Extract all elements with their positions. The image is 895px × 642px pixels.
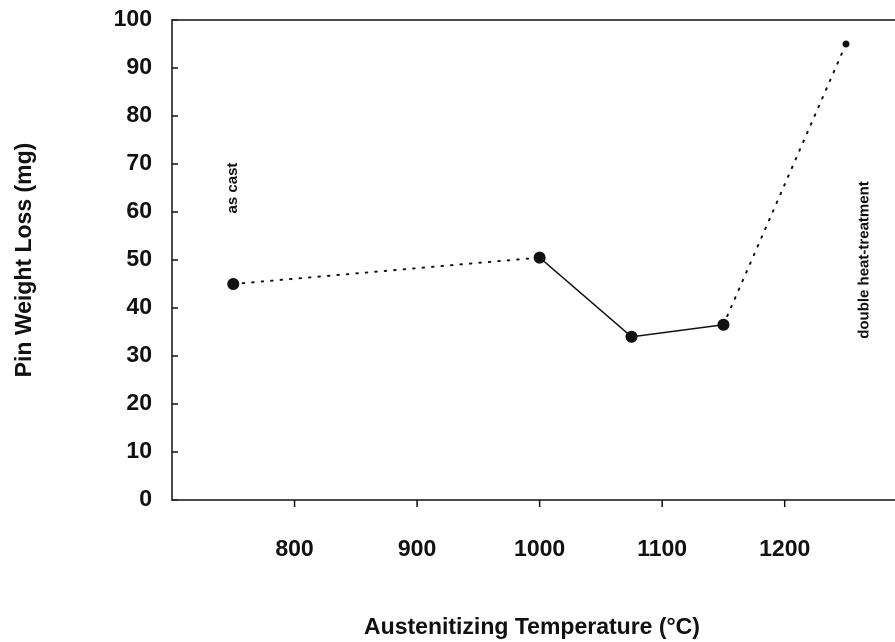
y-axis-label: Pin Weight Loss (mg) [10,143,36,378]
y-tick-label: 60 [126,197,152,223]
y-tick-label: 40 [126,293,152,319]
axis-frame [171,19,895,501]
y-tick-label: 90 [126,53,152,79]
x-tick-label: 1000 [514,535,565,561]
line-segment [722,43,847,326]
data-point [842,40,850,48]
line-segment [538,256,633,338]
y-tick-label: 10 [126,437,152,463]
data-point [533,251,546,264]
x-tick-label: 1100 [637,535,687,561]
y-tick-label: 100 [114,5,152,31]
y-tick-label: 80 [126,101,152,127]
x-tick-label: 800 [275,535,313,561]
y-tick-label: 20 [126,389,152,415]
y-tick-label: 50 [126,245,152,271]
y-tick-label: 0 [139,485,152,511]
line-segment [232,256,541,285]
data-point [625,330,638,343]
annotation: as cast [224,163,241,214]
x-tick-label: 900 [398,535,436,561]
x-tick-label: 1200 [759,535,810,561]
x-axis-label: Austenitizing Temperature (°C) [364,613,700,639]
line-segment [630,324,725,338]
y-tick-label: 70 [126,149,152,175]
data-point [717,318,730,331]
data-point [227,278,240,290]
y-tick-label: 30 [126,341,152,367]
annotation: double heat-treatment [855,181,872,339]
